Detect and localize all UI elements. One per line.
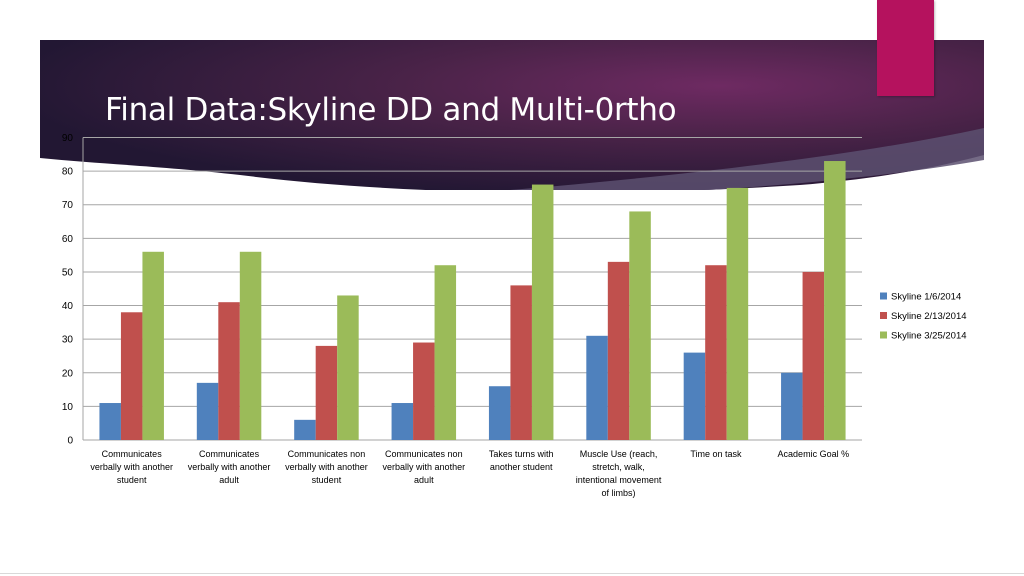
- x-category-label-line: Academic Goal %: [778, 449, 850, 459]
- x-category-label-line: stretch, walk,: [592, 462, 645, 472]
- legend-swatch: [880, 312, 887, 319]
- y-axis: 0 10 20 30 40 50 60 70 80 90: [62, 133, 84, 447]
- legend-label: Skyline 3/25/2014: [891, 331, 967, 342]
- x-category-label-line: another student: [490, 462, 553, 472]
- x-category-label: Time on task: [690, 449, 742, 459]
- x-category-label-line: intentional movement: [576, 475, 662, 485]
- title-banner-shape: [40, 40, 984, 190]
- y-tick-label: 50: [62, 267, 74, 278]
- bar-3-6: [629, 211, 651, 440]
- bar-2-7: [705, 265, 727, 440]
- bar-1-5: [488, 386, 511, 440]
- y-tick-label: 70: [62, 200, 74, 211]
- x-category-label: Communicates verbally with another student: [90, 449, 173, 485]
- title-banner: [40, 40, 984, 190]
- legend-label: Skyline 1/6/2014: [891, 292, 961, 303]
- bar-2-3: [315, 345, 338, 440]
- bar-1-4: [391, 403, 414, 440]
- bar-3-5: [531, 184, 554, 440]
- bar-3-3: [337, 295, 359, 440]
- legend-swatch: [880, 292, 887, 300]
- x-category-label-line: Communicates: [102, 449, 163, 459]
- accent-tab: [877, 0, 934, 96]
- bar-3-8: [824, 161, 846, 440]
- bar-2-6: [607, 261, 630, 440]
- x-category-label: Communicates non verbally with another stu…: [285, 449, 368, 485]
- bar-3-2: [239, 251, 262, 440]
- bar-3-4: [434, 265, 457, 440]
- bar-2-8: [802, 271, 825, 440]
- x-category-label: Takes turns with another student: [489, 449, 554, 472]
- bar-2-4: [413, 342, 435, 440]
- bar-1-2: [196, 382, 219, 440]
- legend-swatch: [880, 331, 887, 339]
- y-tick-label: 10: [62, 402, 74, 413]
- x-category-label-line: Time on task: [690, 449, 742, 459]
- x-category-label: Communicates verbally with another adult: [188, 449, 271, 485]
- x-category-label-line: verbally with another: [188, 462, 271, 472]
- slide-title: Final Data:Skyline DD and Multi-0rtho: [105, 92, 677, 128]
- bars: [99, 161, 846, 440]
- bar-2-2: [218, 302, 240, 440]
- x-category-label-line: Communicates: [199, 449, 260, 459]
- slide-bottom-divider: [0, 573, 1024, 574]
- x-category-label: Muscle Use (reach, stretch, walk, intentio…: [576, 449, 662, 498]
- bar-1-6: [586, 335, 608, 440]
- x-category-label-line: Muscle Use (reach,: [580, 449, 658, 459]
- bar-2-5: [510, 285, 532, 440]
- x-category-label: Academic Goal %: [778, 449, 850, 459]
- x-axis-labels: Communicates verbally with another student…: [90, 449, 849, 498]
- legend-label: Skyline 2/13/2014: [891, 311, 967, 322]
- bar-1-7: [683, 352, 706, 440]
- y-tick-label: 20: [62, 368, 74, 379]
- legend: Skyline 1/6/2014 Skyline 2/13/2014 Skyline…: [880, 292, 967, 342]
- bar-1-8: [781, 372, 803, 440]
- bar-2-1: [120, 312, 143, 440]
- x-category-label-line: Takes turns with: [489, 449, 554, 459]
- x-category-label-line: adult: [219, 475, 239, 485]
- y-tick-label: 80: [62, 167, 74, 178]
- y-tick-label: 40: [62, 301, 74, 312]
- y-tick-label: 30: [62, 335, 74, 346]
- x-category-label-line: student: [312, 475, 342, 485]
- y-tick-label: 90: [62, 133, 74, 144]
- bar-3-1: [142, 251, 164, 440]
- x-category-label-line: adult: [414, 475, 434, 485]
- x-category-label-line: Communicates non: [385, 449, 463, 459]
- x-category-label-line: verbally with another: [90, 462, 173, 472]
- bar-1-1: [99, 403, 121, 440]
- x-category-label: Communicates non verbally with another adu…: [383, 449, 466, 485]
- x-category-label-line: Communicates non: [288, 449, 366, 459]
- bar-1-3: [294, 419, 316, 440]
- x-category-label-line: student: [117, 475, 147, 485]
- y-tick-label: 60: [62, 234, 74, 245]
- bar-3-7: [726, 187, 749, 440]
- x-category-label-line: verbally with another: [383, 462, 466, 472]
- y-tick-label: 0: [67, 436, 73, 447]
- x-category-label-line: of limbs): [602, 488, 636, 498]
- x-category-label-line: verbally with another: [285, 462, 368, 472]
